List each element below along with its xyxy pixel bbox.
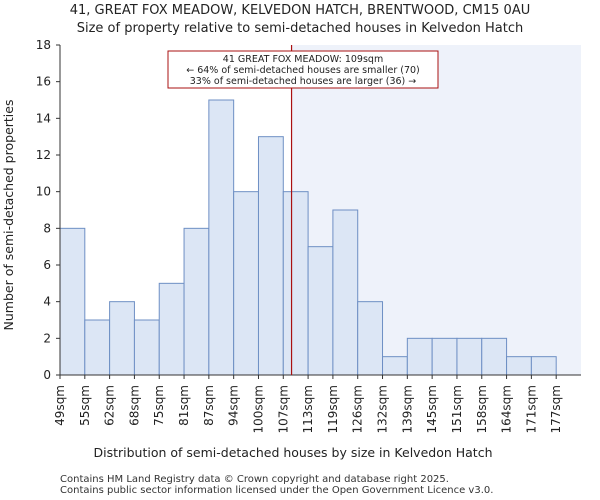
y-tick-label: 18: [36, 38, 51, 52]
bar-145sqm: [431, 337, 458, 376]
y-tick-label: 2: [43, 331, 51, 345]
x-tick-label: 164sqm: [500, 385, 514, 433]
bar-87sqm: [208, 99, 235, 376]
y-tick-label: 4: [43, 295, 51, 309]
annotation-line-2: ← 64% of semi-detached houses are smalle…: [186, 65, 420, 76]
bar-49sqm: [59, 227, 86, 376]
x-tick-label: 62sqm: [103, 385, 117, 426]
bar-113sqm: [307, 246, 334, 376]
x-axis-label: Distribution of semi-detached houses by …: [94, 445, 493, 460]
bar-119sqm: [332, 209, 359, 376]
y-axis-label: Number of semi-detached properties: [1, 100, 16, 331]
y-tick-label: 12: [36, 148, 51, 162]
x-tick-label: 158sqm: [475, 385, 489, 433]
x-tick-label: 113sqm: [301, 385, 315, 433]
x-tick-label: 55sqm: [78, 385, 92, 426]
x-tick-label: 151sqm: [450, 385, 464, 433]
y-tick-label: 14: [36, 111, 51, 125]
bar-151sqm: [456, 337, 483, 376]
x-tick-label: 126sqm: [351, 385, 365, 433]
y-tick-label: 6: [43, 258, 51, 272]
y-tick-label: 0: [43, 368, 51, 382]
bar-81sqm: [183, 227, 210, 376]
bar-68sqm: [133, 319, 160, 376]
bar-100sqm: [257, 136, 284, 376]
x-tick-label: 81sqm: [177, 385, 191, 426]
footer-licence: Contains public sector information licen…: [60, 485, 494, 496]
chart-subtitle: Size of property relative to semi-detach…: [76, 21, 524, 36]
bar-62sqm: [109, 301, 135, 376]
annotation-line-3: 33% of semi-detached houses are larger (…: [190, 76, 417, 87]
footer-copyright: Contains HM Land Registry data © Crown c…: [60, 474, 449, 485]
bar-132sqm: [382, 356, 408, 376]
x-tick-label: 171sqm: [524, 385, 538, 433]
x-tick-label: 145sqm: [425, 385, 439, 433]
x-tick-label: 75sqm: [152, 385, 166, 426]
annotation-box: [167, 50, 439, 89]
bar-75sqm: [158, 282, 185, 376]
bar-107sqm: [282, 191, 309, 376]
y-tick-label: 16: [36, 75, 51, 89]
bar-164sqm: [506, 356, 532, 376]
x-tick-label: 107sqm: [276, 385, 290, 433]
x-tick-label: 132sqm: [376, 385, 390, 433]
y-tick-label: 8: [43, 221, 51, 235]
bar-chart: 0 2 4 6 8 10 12 14 16 18 49sqm 55sqm 62sqm 68sqm 75sqm…: [1, 38, 581, 460]
x-tick-label: 87sqm: [202, 385, 216, 426]
annotation-line-1: 41 GREAT FOX MEADOW: 109sqm: [223, 54, 383, 65]
x-tick-label: 177sqm: [549, 385, 563, 433]
x-tick-label: 68sqm: [127, 385, 141, 426]
x-tick-label: 139sqm: [400, 385, 414, 433]
bar-94sqm: [233, 191, 259, 376]
chart-title: 41, GREAT FOX MEADOW, KELVEDON HATCH, BR…: [69, 3, 531, 18]
x-tick-label: 94sqm: [227, 385, 241, 426]
x-tick-label: 100sqm: [251, 385, 265, 433]
bar-158sqm: [481, 337, 508, 376]
bar-171sqm: [530, 356, 557, 376]
x-tick-label: 49sqm: [53, 385, 67, 426]
bar-126sqm: [357, 301, 384, 376]
y-tick-label: 10: [36, 185, 51, 199]
bar-55sqm: [84, 319, 111, 376]
bar-139sqm: [406, 337, 433, 376]
x-tick-label: 119sqm: [326, 385, 340, 433]
